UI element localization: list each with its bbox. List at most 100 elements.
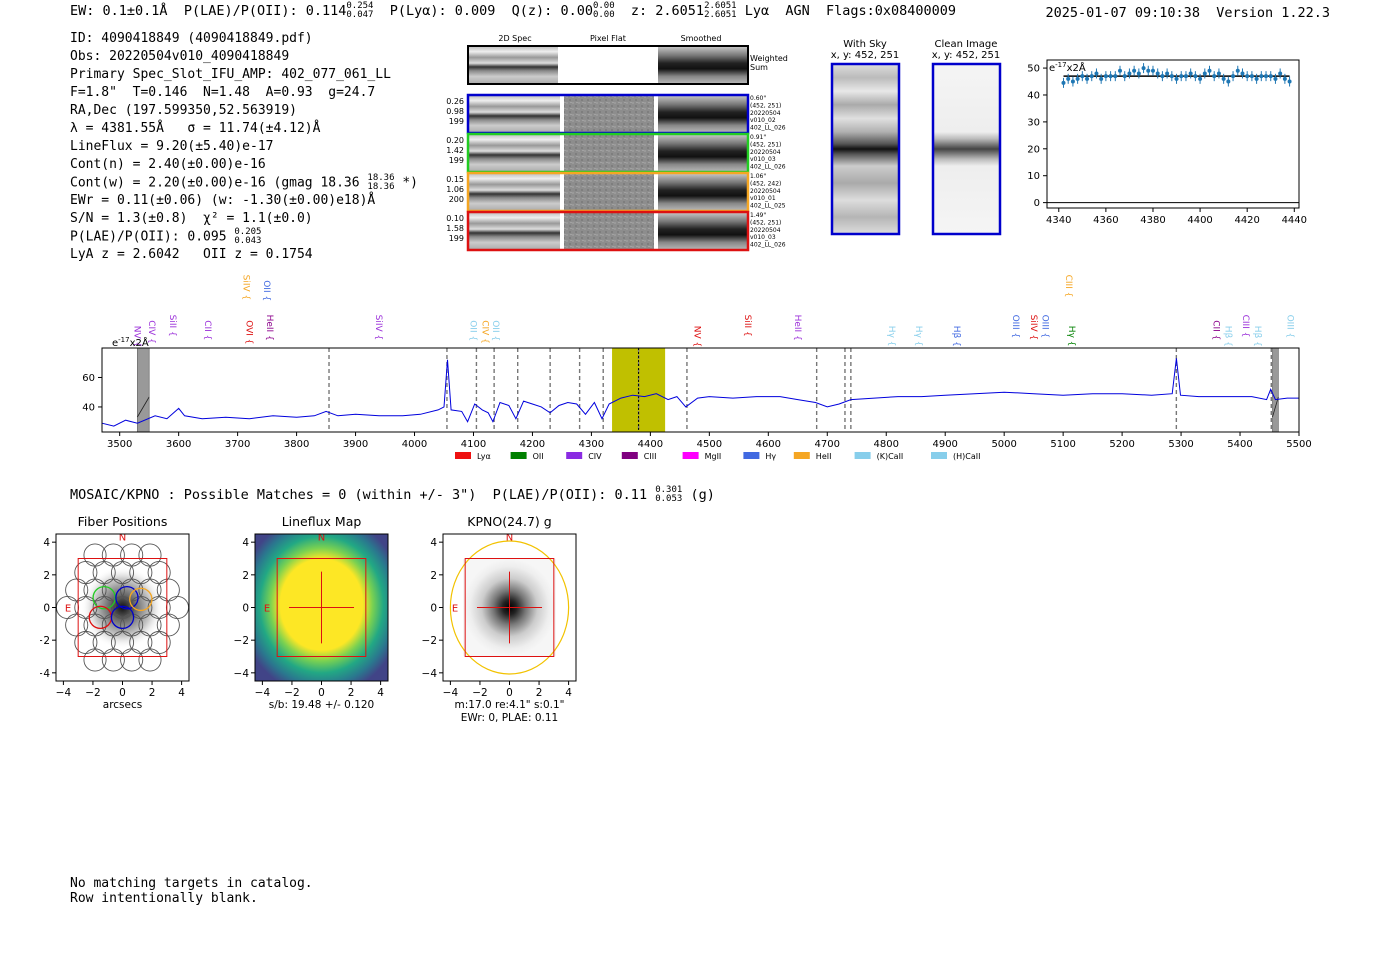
spectrum-x-tick-label: 4100: [461, 439, 486, 450]
cutout-row-stat: 199: [449, 117, 464, 126]
fit-point: [1099, 76, 1104, 81]
header-qz-hi: 0.00: [592, 1, 615, 11]
info-contw-text: Cont(w) = 2.20(±0.00)e-16 (gmag 18.36: [70, 175, 360, 191]
fiber-circle-highlight: [129, 587, 153, 612]
cutout-row-meta: v010_03: [750, 234, 776, 241]
spectrum-legend-swatch: [682, 452, 699, 459]
panel-y-tick-label: −4: [422, 668, 438, 680]
image-panel-title: Fiber Positions: [78, 514, 168, 529]
cutout-2d-spec: [468, 173, 560, 211]
fit-point: [1273, 76, 1278, 81]
header-ew: EW: 0.1±0.1Å: [70, 3, 168, 19]
panel-x-tick-label: −2: [284, 687, 299, 699]
cutout-column-headers: 2D Spec Pixel Flat Smoothed: [498, 34, 721, 43]
info-sn: S/N = 1.3(±0.8) χ² = 1.1(±0.0): [70, 211, 313, 226]
cutout-header-2: Smoothed: [681, 34, 722, 43]
panel-y-tick-label: −2: [234, 635, 249, 647]
weighted-sum-label-1: Sum: [750, 63, 768, 72]
fit-point: [1080, 74, 1085, 79]
header-z-lo: 2.6051: [704, 10, 737, 20]
spectrum-line-label: OII {: [468, 320, 478, 341]
info-ewr: EWr = 0.11(±0.06) (w: -1.30(±0.00)e18)Å: [70, 193, 376, 208]
fit-point: [1226, 79, 1231, 84]
cutout-row-meta: 402_LL_026: [750, 242, 786, 249]
panel-x-tick-label: −4: [56, 687, 72, 699]
spectrum-line-label: CII {: [1211, 320, 1221, 340]
spectrum-line-label: OII {: [490, 320, 500, 341]
sky-images: With Sky x, y: 452, 251 Clean Image x, y…: [831, 39, 1002, 236]
spectrum-line-label: Hβ {: [1252, 326, 1262, 347]
cutout-row-meta: 0.60": [750, 95, 766, 102]
cutout-row-stat: 0.15: [446, 175, 464, 184]
spectrum-legend-label: HeII: [816, 452, 832, 461]
fit-point: [1118, 68, 1123, 73]
panel-x-tick-label: −4: [443, 687, 459, 699]
panel-y-tick-label: −2: [422, 635, 437, 647]
cutout-row-stat: 0.10: [446, 214, 464, 223]
spectrum-line-label: CIV {: [479, 320, 489, 344]
fit-point: [1174, 76, 1179, 81]
spectrum-line-label: SiIV {: [241, 275, 251, 300]
panel-y-tick-label: −4: [234, 668, 250, 680]
image-panel-xlabel: m:17.0 re:4.1" s:0.1": [455, 699, 565, 711]
fiber-circle-highlight: [110, 605, 135, 630]
spectrum-legend-swatch: [854, 452, 871, 459]
weighted-sum-label-0: Weighted: [750, 54, 788, 63]
cutout-row-stat: 0.26: [446, 97, 464, 106]
spectrum-x-tick-label: 5000: [991, 439, 1016, 450]
cutout-row-meta: 402_LL_026: [750, 164, 786, 171]
info-fibers: F=1.8" T=0.146 N=1.48 A=0.93 g=24.7: [70, 85, 376, 100]
fit-point: [1141, 66, 1146, 71]
spectrum-x-tick-label: 5200: [1109, 439, 1134, 450]
compass-east: E: [264, 604, 270, 615]
info-plae-lo: 0.043: [234, 236, 262, 246]
spectrum-x-tick-label: 5300: [1168, 439, 1193, 450]
spectrum-x-tick-label: 3800: [284, 439, 309, 450]
panel-y-tick-label: 2: [242, 570, 249, 582]
panel-y-tick-label: 2: [43, 570, 50, 582]
fit-point: [1127, 71, 1132, 76]
spectrum-line-label: CIII {: [1240, 315, 1250, 338]
panel-x-tick-label: 2: [348, 687, 355, 699]
spectrum-legend-swatch: [621, 452, 638, 459]
fiber-circle: [138, 648, 162, 672]
spectrum-legend-label: OII: [533, 452, 544, 461]
cutout-row-meta: v010_02: [750, 117, 776, 124]
line-fit-plot: 4340 4360 4380 4400 4420 4440 0 10 20 30 40 50 e-17…: [1027, 59, 1307, 226]
fit-point: [1207, 68, 1212, 73]
with-sky-xy: x, y: 452, 251: [831, 50, 900, 61]
fit-point: [1235, 68, 1240, 73]
clean-image-xy: x, y: 452, 251: [932, 50, 1001, 61]
spectrum-line-label: OIII {: [1010, 315, 1020, 339]
fit-x-tick-label: 4420: [1234, 215, 1259, 226]
fit-x-tick-label: 4440: [1282, 215, 1307, 226]
cutout-2d-spec: [468, 95, 560, 133]
spectrum-x-tick-label: 3700: [225, 439, 250, 450]
spectrum-mask-hatch: [137, 396, 150, 418]
fiber-circle: [101, 648, 125, 672]
spectrum-line-label: SiIV {: [1028, 315, 1038, 341]
mosaic-summary: MOSAIC/KPNO : Possible Matches = 0 (with…: [70, 486, 715, 504]
cutout-2d-spec: [468, 212, 560, 250]
cutout-smoothed: [658, 173, 748, 211]
spectrum-legend-swatch: [743, 452, 760, 459]
fit-point: [1108, 74, 1113, 79]
image-panel-xlabel: arcsecs: [103, 699, 142, 711]
spectrum-x-tick-label: 5400: [1227, 439, 1252, 450]
weighted-sum-flat: [558, 46, 658, 84]
fiber-circle: [83, 543, 107, 567]
fit-point: [1240, 71, 1245, 76]
cutout-row-meta: (452, 251): [750, 141, 781, 148]
spectrum-line-label: HeII {: [264, 315, 274, 341]
header-class-tags: Lyα AGN Flags:0x08400009: [744, 3, 957, 19]
info-plae-hi: 0.205: [234, 227, 262, 237]
fit-point: [1132, 68, 1137, 73]
header-qz-lo: 0.00: [592, 10, 615, 20]
fit-point: [1066, 76, 1071, 81]
cutout-pixel-flat: [564, 134, 654, 172]
header-z-hi: 2.6051: [704, 1, 737, 11]
cutout-header-0: 2D Spec: [498, 34, 531, 43]
fit-point: [1179, 74, 1184, 79]
